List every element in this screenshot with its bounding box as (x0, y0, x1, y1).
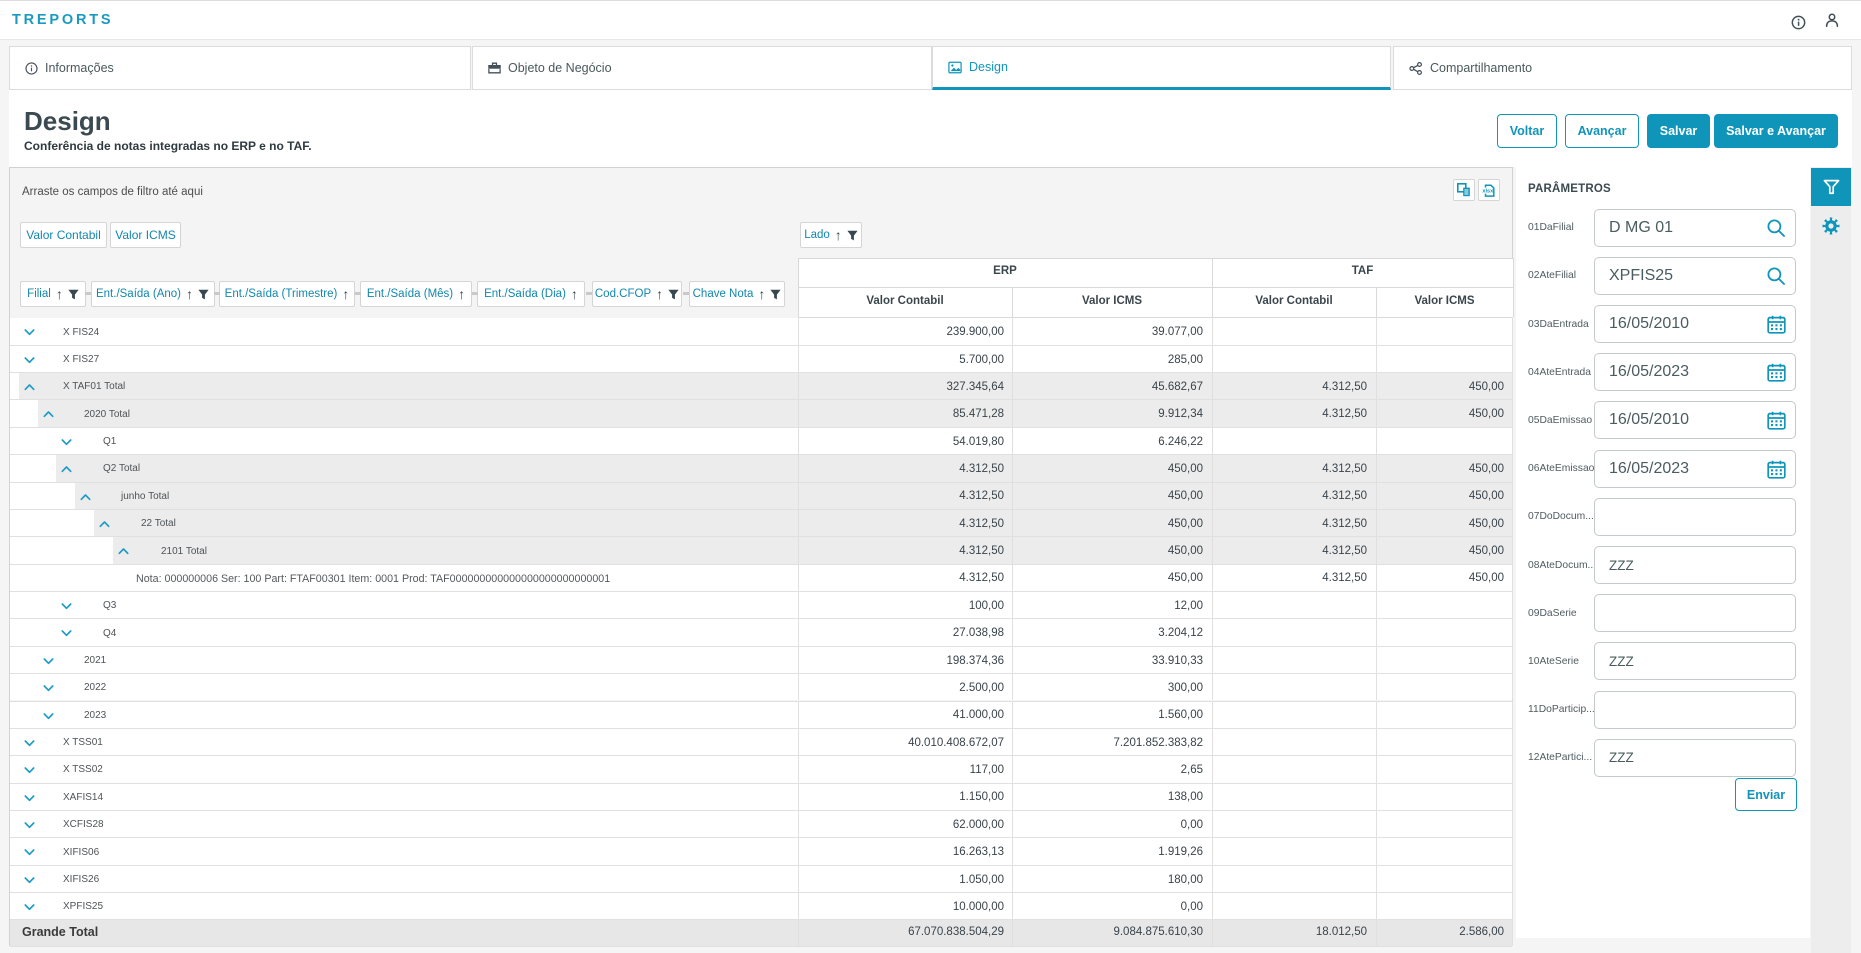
svg-text:xlsx: xlsx (1482, 188, 1494, 194)
